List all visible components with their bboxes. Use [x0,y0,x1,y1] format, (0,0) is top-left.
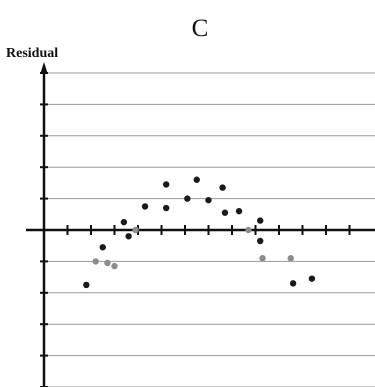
y-axis-arrow [40,62,48,73]
data-point [120,218,128,226]
y-axis-title: Residual [6,46,58,61]
panel-label: C [192,15,209,42]
data-point [308,275,316,282]
data-point [289,280,297,287]
data-point [184,195,191,202]
data-point [205,196,212,204]
data-point [163,181,170,188]
data-point [235,207,243,215]
data-point [111,262,118,270]
data-points [83,176,316,289]
data-point [257,237,264,245]
data-point [132,226,139,234]
axes [26,62,375,387]
data-point [104,259,111,267]
data-point [193,176,200,183]
data-point [259,255,266,262]
data-point [141,203,149,210]
data-point [287,255,294,262]
data-point [92,258,99,265]
data-point [83,281,90,289]
data-point [257,217,264,224]
data-point [221,209,229,216]
data-point [99,244,106,251]
data-point [125,233,132,240]
data-point [245,226,252,234]
data-point [163,204,170,212]
data-point [219,184,226,191]
